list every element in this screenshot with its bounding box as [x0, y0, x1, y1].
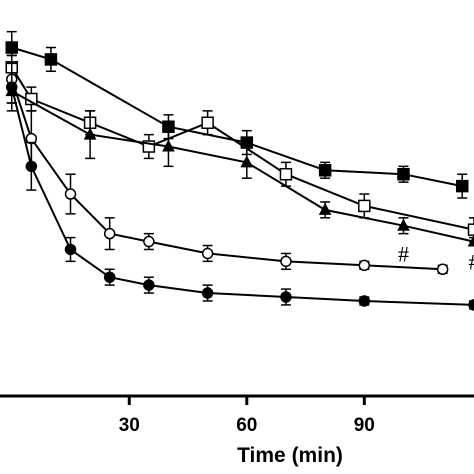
series-group: [5, 30, 469, 199]
series-group: [6, 62, 474, 311]
series-group: [5, 78, 474, 247]
data-point: [468, 299, 474, 311]
series-group: [5, 54, 474, 243]
x-tick-label: 90: [354, 415, 375, 436]
data-point: [358, 295, 371, 307]
data-point: [280, 291, 292, 303]
x-tick-label: 60: [236, 415, 257, 436]
data-point: [64, 188, 77, 200]
data-point: [467, 234, 474, 247]
data-point: [64, 243, 77, 256]
data-point: [397, 167, 410, 181]
data-point: [201, 287, 214, 299]
data-point: [358, 199, 371, 213]
data-point: [279, 167, 293, 181]
series-layer: [5, 30, 474, 311]
data-point: [280, 255, 292, 268]
data-point: [201, 116, 214, 130]
data-point: [44, 53, 58, 66]
data-point: [201, 247, 214, 260]
series-group: [6, 54, 449, 276]
data-point: [467, 223, 474, 236]
significance-marker: #: [398, 241, 409, 266]
data-point: [358, 259, 371, 272]
data-point: [318, 202, 332, 215]
series-line: [11, 46, 463, 188]
data-point: [455, 179, 469, 193]
data-point: [397, 218, 410, 231]
data-point: [103, 227, 116, 240]
x-axis-title: Time (min): [237, 444, 343, 467]
data-point: [436, 263, 449, 276]
series-line: [10, 78, 443, 271]
x-tick-label: 30: [119, 415, 140, 436]
data-point: [6, 81, 18, 93]
data-point: [143, 235, 155, 248]
data-point: [83, 127, 97, 140]
data-point: [103, 271, 116, 283]
data-point: [25, 160, 38, 173]
series-line: [10, 66, 474, 231]
data-point: [162, 139, 175, 152]
data-point: [142, 140, 156, 153]
data-point: [5, 41, 19, 54]
annotation-layer: ##: [398, 241, 474, 274]
x-ticks: 30 60 90: [119, 396, 375, 436]
data-point: [318, 164, 332, 177]
data-point: [240, 155, 254, 168]
data-point: [143, 279, 155, 291]
significance-marker: #: [469, 249, 474, 274]
